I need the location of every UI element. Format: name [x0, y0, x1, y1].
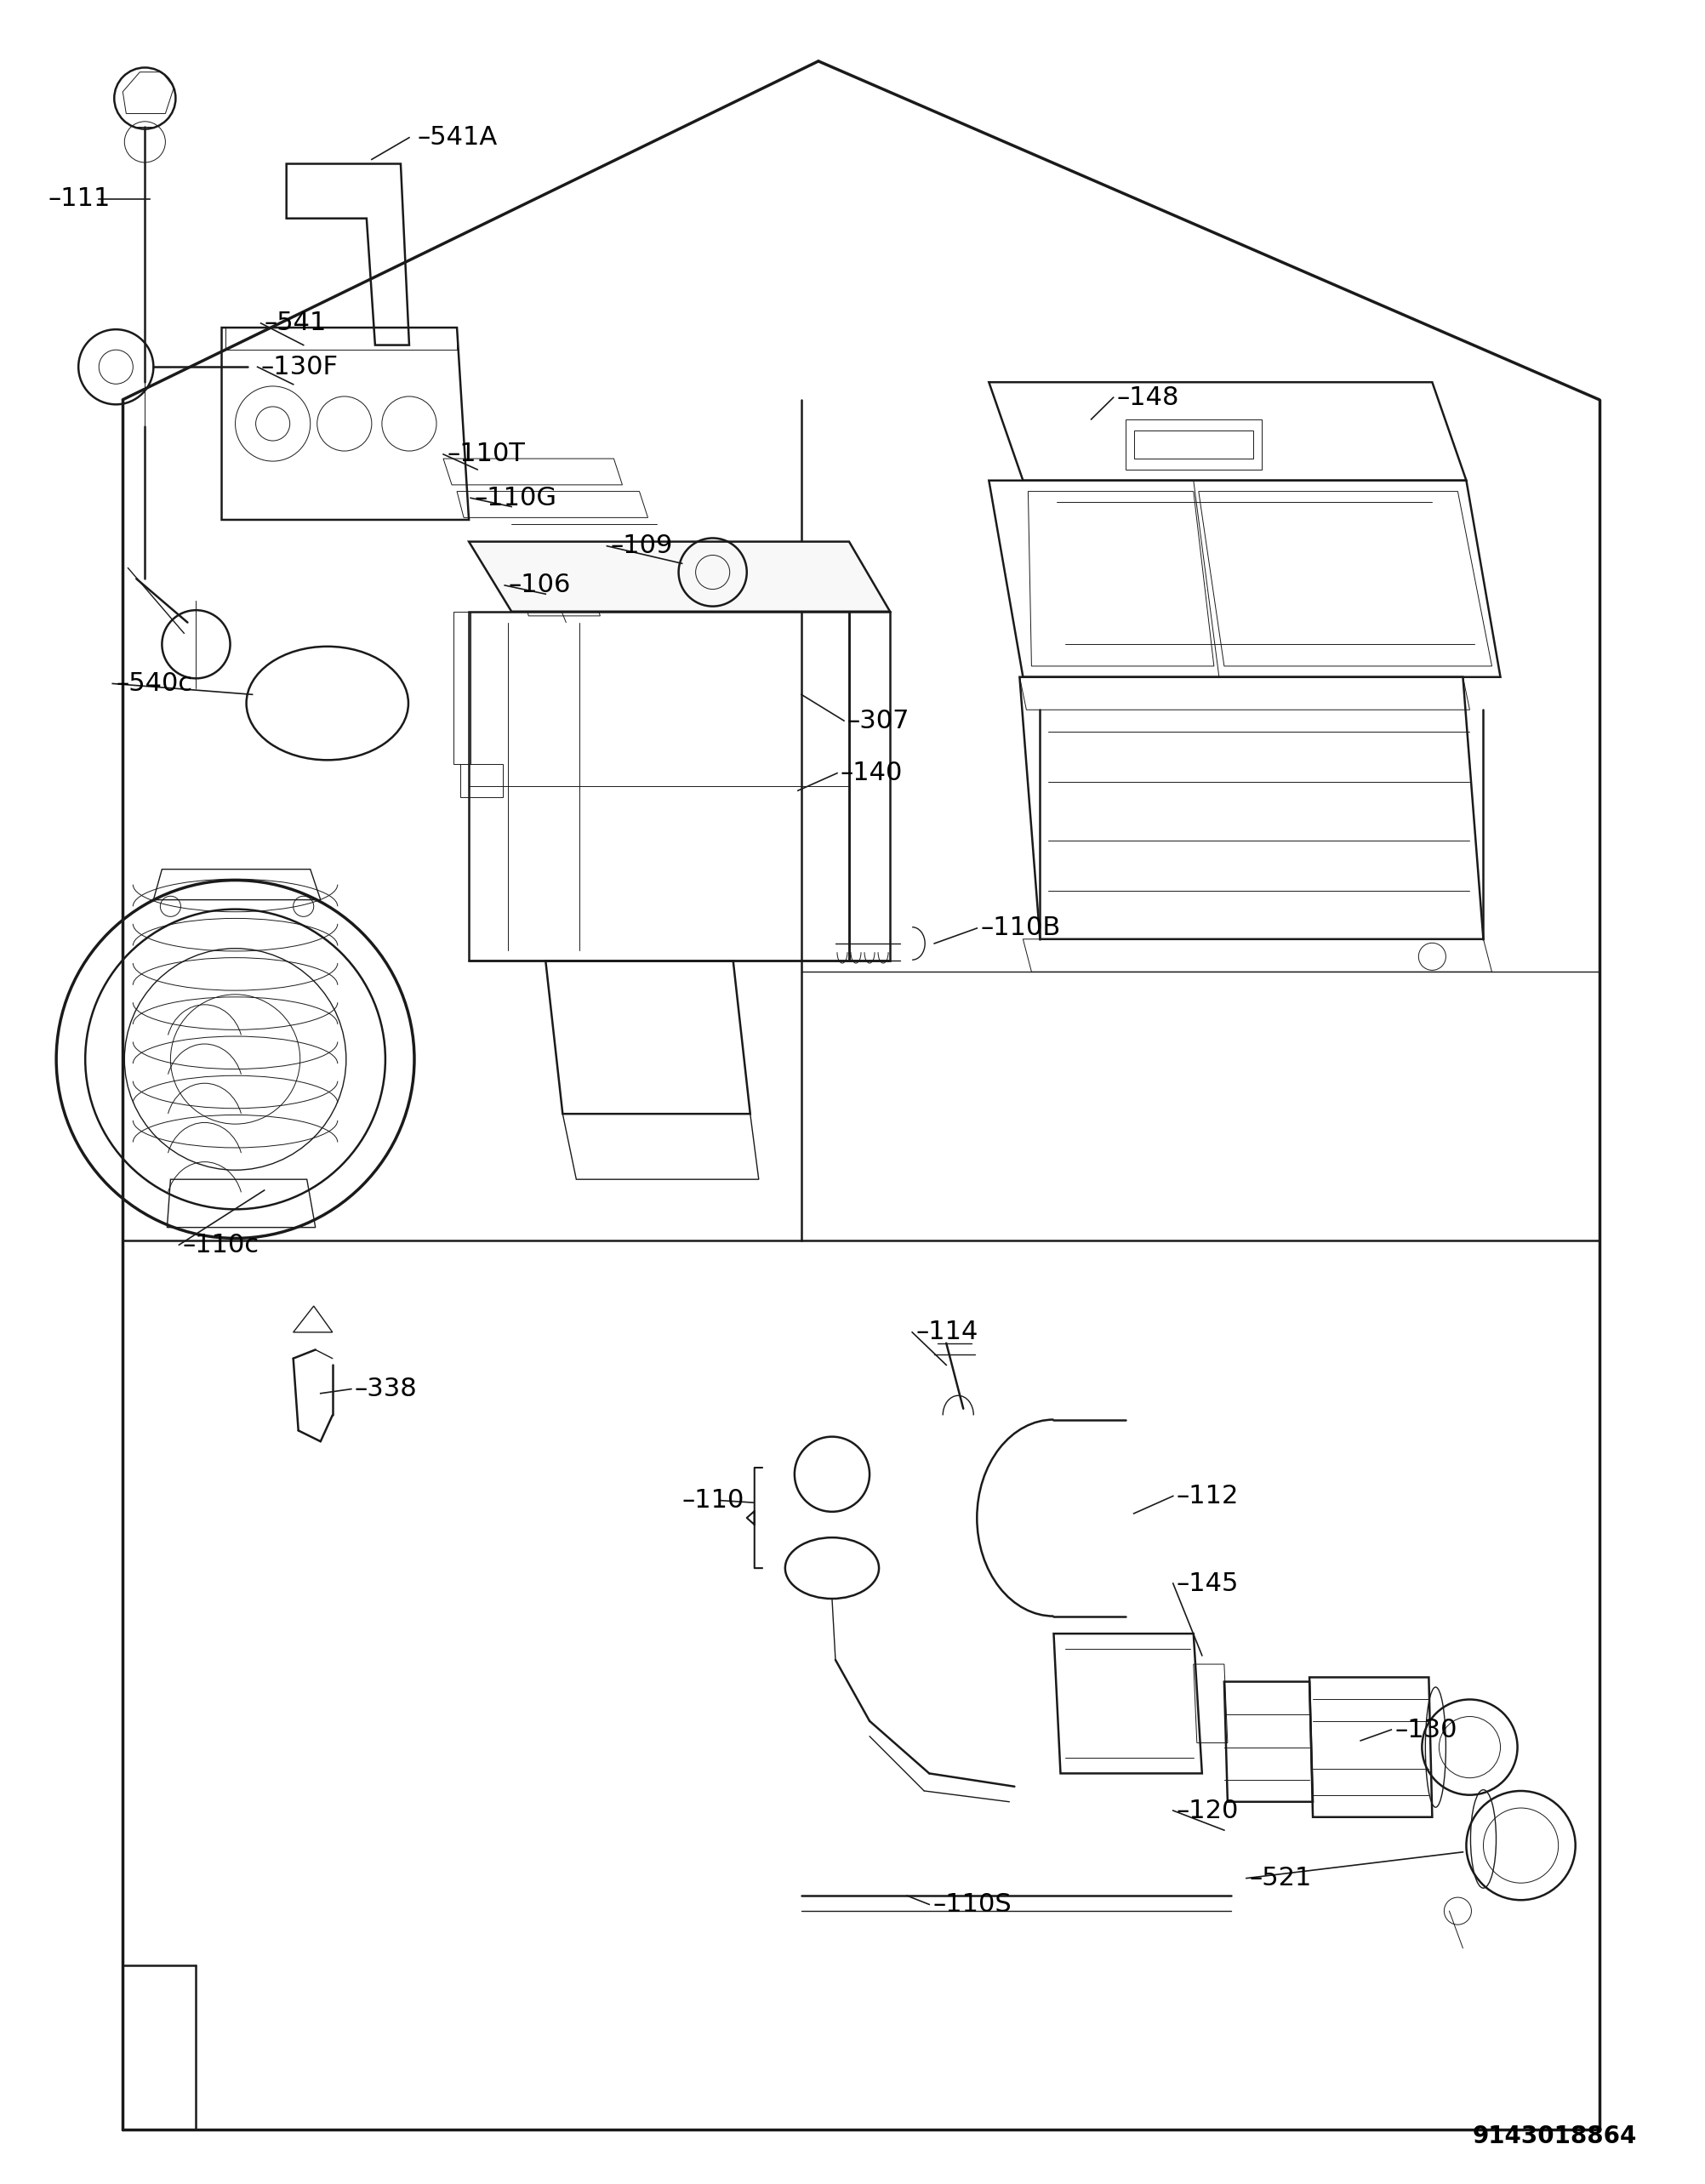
Text: –120: –120: [1176, 1797, 1240, 1824]
Text: –540c: –540c: [116, 670, 193, 697]
Text: –114: –114: [916, 1319, 979, 1345]
Text: –110: –110: [682, 1487, 745, 1514]
Text: –338: –338: [355, 1376, 418, 1402]
Text: –521: –521: [1250, 1865, 1313, 1891]
Text: –110S: –110S: [933, 1891, 1011, 1918]
Text: –110T: –110T: [447, 441, 525, 467]
Text: –541: –541: [264, 310, 327, 336]
Text: –106: –106: [508, 572, 571, 598]
Text: 9143018864: 9143018864: [1473, 2125, 1637, 2147]
Text: –130F: –130F: [261, 354, 338, 380]
Text: –130: –130: [1395, 1717, 1458, 1743]
Text: –111: –111: [48, 186, 111, 212]
Text: –110c: –110c: [182, 1232, 259, 1258]
Text: –541A: –541A: [418, 124, 498, 151]
Text: –140: –140: [841, 760, 904, 786]
Text: –145: –145: [1176, 1570, 1240, 1597]
Polygon shape: [469, 542, 890, 612]
Text: –112: –112: [1176, 1483, 1240, 1509]
Text: –110B: –110B: [980, 915, 1061, 941]
Text: –307: –307: [847, 708, 910, 734]
Text: –148: –148: [1117, 384, 1180, 411]
Text: –109: –109: [610, 533, 673, 559]
Text: –110G: –110G: [474, 485, 556, 511]
